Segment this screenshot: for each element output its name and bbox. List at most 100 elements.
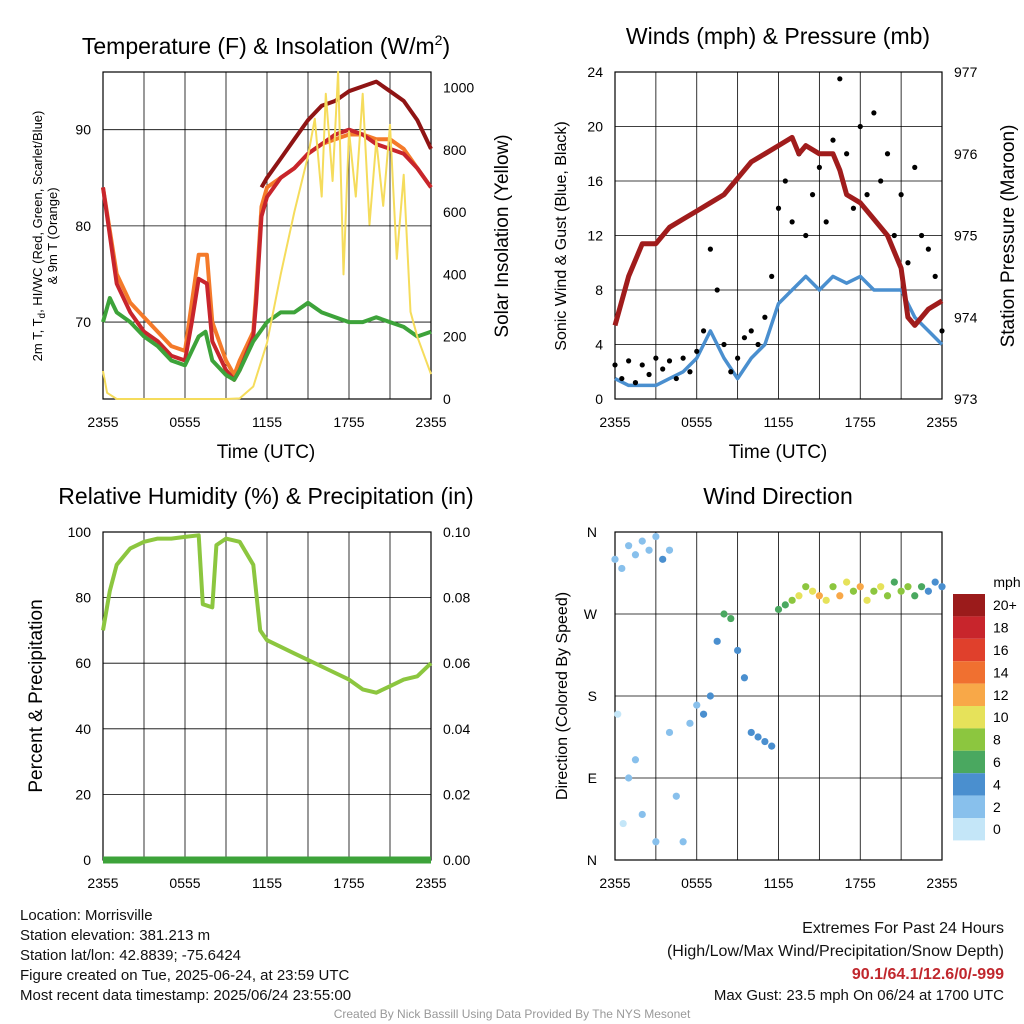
direction-point bbox=[734, 646, 742, 655]
gust-point bbox=[782, 178, 788, 184]
x-tick-label: 1155 bbox=[252, 875, 282, 891]
y-right-tick-label: 973 bbox=[954, 391, 978, 407]
direction-point bbox=[761, 737, 769, 746]
gust-point bbox=[769, 273, 775, 279]
y-left-tick-label: 80 bbox=[75, 590, 91, 606]
x-tick-label: 2355 bbox=[415, 875, 446, 891]
x-tick-label: 1155 bbox=[763, 875, 793, 891]
extremes-info: Extremes For Past 24 Hours (High/Low/Max… bbox=[667, 918, 1004, 1006]
temp-panel-xlabel: Time (UTC) bbox=[217, 442, 316, 463]
y-left-tick-label: 0 bbox=[595, 391, 603, 407]
direction-point bbox=[720, 610, 728, 618]
direction-point bbox=[911, 592, 919, 600]
gust-point bbox=[884, 151, 891, 157]
direction-point bbox=[618, 564, 626, 573]
direction-point bbox=[938, 583, 946, 591]
gust-point bbox=[912, 164, 918, 170]
y-left-tick-label: 100 bbox=[68, 524, 92, 540]
x-tick-label: 1755 bbox=[333, 875, 364, 891]
direction-point bbox=[863, 596, 871, 604]
y-left-tick-label: 20 bbox=[75, 786, 91, 802]
direction-point bbox=[611, 555, 619, 563]
x-tick-label: 0555 bbox=[681, 875, 712, 891]
direction-point bbox=[883, 592, 892, 600]
x-tick-label: 0555 bbox=[169, 414, 200, 430]
y-right-tick-label: 0.02 bbox=[443, 786, 470, 802]
direction-point bbox=[754, 733, 762, 741]
gust-point bbox=[741, 335, 748, 341]
direction-point bbox=[829, 583, 837, 591]
gust-point bbox=[803, 232, 809, 239]
y-right-tick-label: 0.00 bbox=[443, 852, 470, 868]
gust-point bbox=[925, 246, 931, 252]
direction-point bbox=[931, 578, 939, 586]
direction-point bbox=[904, 583, 912, 591]
temp-panel-ylabel-left: 2m T, Td, HI/WC (Red, Green, Scarlet/Blu… bbox=[30, 111, 48, 362]
gust-point bbox=[673, 375, 679, 382]
legend-label: 18 bbox=[993, 620, 1009, 636]
direction-point bbox=[665, 546, 674, 554]
gust-point bbox=[905, 260, 911, 266]
gust-point bbox=[789, 219, 795, 225]
direction-point bbox=[706, 692, 714, 700]
extremes-heading: Extremes For Past 24 Hours bbox=[802, 920, 1004, 937]
y-right-tick-label: 976 bbox=[954, 146, 978, 162]
direction-point bbox=[652, 838, 660, 846]
y-left-tick-label: 0 bbox=[83, 852, 91, 868]
gust-point bbox=[762, 314, 768, 320]
legend-swatch bbox=[953, 683, 985, 706]
direction-point bbox=[795, 592, 803, 600]
gust-point bbox=[939, 328, 945, 334]
direction-point bbox=[917, 583, 926, 591]
y-right-tick-label: 0.06 bbox=[443, 655, 470, 671]
direction-point bbox=[856, 583, 864, 591]
latlon-text: Station lat/lon: 42.8839; -75.6424 bbox=[20, 947, 242, 964]
gust-point bbox=[653, 355, 659, 361]
x-tick-label: 2355 bbox=[599, 414, 630, 430]
legend-label: 2 bbox=[993, 799, 1001, 815]
y-left-tick-label: 16 bbox=[587, 173, 603, 189]
direction-point bbox=[843, 578, 851, 586]
direction-point bbox=[774, 605, 783, 614]
gust-point bbox=[728, 369, 734, 375]
wind-panel-ylabel-left: Sonic Wind & Gust (Blue, Black) bbox=[553, 121, 570, 350]
x-tick-label: 1155 bbox=[763, 414, 793, 430]
gust-point bbox=[721, 341, 727, 348]
direction-point bbox=[619, 819, 627, 828]
gust-point bbox=[687, 369, 693, 375]
pressure-line bbox=[612, 134, 944, 328]
y-right-tick-label: 974 bbox=[954, 309, 978, 325]
y-right-tick-label: 0.04 bbox=[443, 721, 470, 737]
y-right-tick-label: 0 bbox=[443, 391, 451, 407]
direction-point bbox=[747, 728, 755, 737]
direction-point bbox=[679, 838, 687, 846]
dir-panel-title: Wind Direction bbox=[703, 483, 853, 509]
y-right-tick-label: 0.10 bbox=[443, 524, 470, 540]
gust-point bbox=[639, 362, 645, 368]
direction-point bbox=[897, 587, 905, 595]
y-left-tick-label: 20 bbox=[587, 119, 603, 135]
gust-point bbox=[748, 328, 754, 334]
x-tick-label: 0555 bbox=[169, 875, 200, 891]
y-left-tick-label: 8 bbox=[595, 282, 603, 298]
direction-tick-label: W bbox=[584, 606, 598, 622]
gust-point bbox=[844, 151, 850, 157]
direction-point bbox=[924, 587, 932, 595]
gust-point bbox=[619, 375, 625, 382]
legend-swatch bbox=[953, 818, 985, 841]
gust-point bbox=[755, 341, 761, 348]
direction-tick-label: S bbox=[588, 688, 597, 704]
direction-point bbox=[788, 596, 796, 604]
temperature-series-line-2 bbox=[259, 79, 433, 189]
gust-point bbox=[830, 137, 836, 143]
x-tick-label: 2355 bbox=[599, 875, 630, 891]
y-left-tick-label: 60 bbox=[75, 655, 91, 671]
legend-swatch bbox=[953, 616, 985, 639]
gust-point bbox=[680, 355, 686, 361]
x-tick-label: 2355 bbox=[926, 414, 957, 430]
rh-panel-title: Relative Humidity (%) & Precipitation (i… bbox=[58, 483, 473, 509]
direction-point bbox=[631, 756, 640, 764]
x-tick-label: 2355 bbox=[87, 875, 118, 891]
station-info: Location: Morrisville Station elevation:… bbox=[20, 906, 351, 1006]
